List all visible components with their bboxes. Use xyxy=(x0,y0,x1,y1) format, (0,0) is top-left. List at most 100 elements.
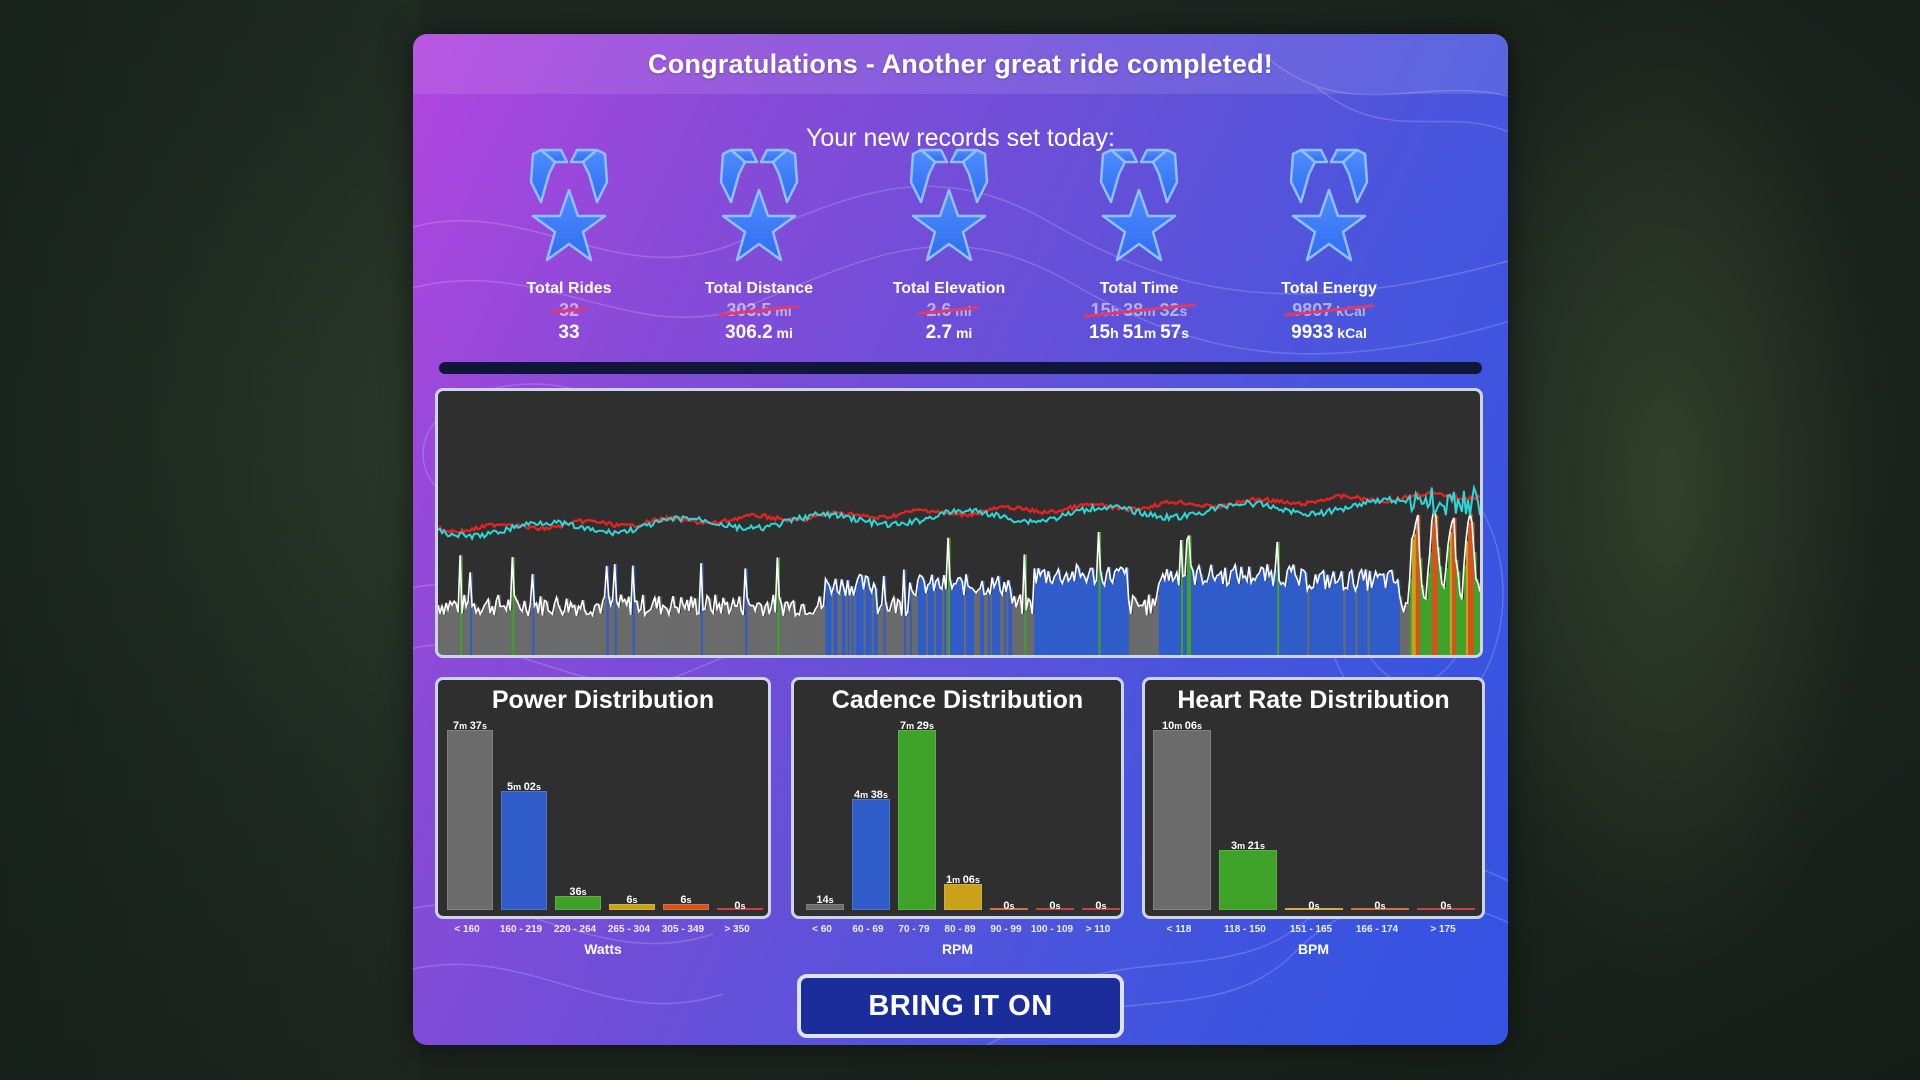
cadence-tick-label: 70 - 79 xyxy=(898,924,930,935)
cadence-bar-value: 4m 38s xyxy=(854,789,888,801)
cadence-distribution-title: Cadence Distribution xyxy=(831,686,1084,714)
background-scene-left xyxy=(0,0,420,1080)
record-label: Total Distance xyxy=(704,280,814,297)
heart_rate-bar-value: 0s xyxy=(1308,900,1320,912)
power-tick-label: 305 - 349 xyxy=(661,924,705,935)
power-bar-value: 36s xyxy=(569,886,587,898)
record-new-value: 33 xyxy=(558,322,580,343)
heart_rate-bar xyxy=(1351,908,1409,910)
power-distribution-title: Power Distribution xyxy=(491,686,715,714)
cadence-distribution-panel: Cadence Distribution 14s 4m 38s 7m 29s 1m 0… xyxy=(791,677,1124,957)
cadence-bar xyxy=(806,904,844,910)
record-old-value: 32 xyxy=(550,299,588,322)
power-tick-label: 160 - 219 xyxy=(499,924,543,935)
section-divider xyxy=(439,362,1482,374)
record-total-rides: Total Rides 32 33 xyxy=(479,146,659,344)
record-label: Total Rides xyxy=(526,280,612,297)
heart_rate-bar xyxy=(1219,850,1277,910)
heart_rate-bar-value: 0s xyxy=(1440,900,1452,912)
record-old-value: 2.6 mi xyxy=(918,299,980,322)
record-total-time: Total Time 15h 38m 32s 15h 51m 57s xyxy=(1049,146,1229,344)
cadence-bar xyxy=(1082,908,1120,910)
cadence-bar xyxy=(990,908,1028,910)
cadence-distribution-chart: Cadence Distribution 14s 4m 38s 7m 29s 1m 0… xyxy=(791,677,1124,919)
record-label: Total Energy xyxy=(1281,280,1377,297)
power-line xyxy=(438,507,1480,618)
cadence-bar-value: 14s xyxy=(816,894,834,906)
star-medal-icon xyxy=(1289,148,1369,262)
cadence-bar xyxy=(898,730,936,910)
modal-title: Congratulations - Another great ride com… xyxy=(648,48,1273,79)
power-bar-value: 6s xyxy=(626,894,638,906)
background-scene-right xyxy=(1500,0,1920,1080)
record-old-value: 15h 38m 32s xyxy=(1082,299,1196,322)
power-bar xyxy=(555,896,601,910)
record-new-value: 9933 kCal xyxy=(1291,322,1367,343)
star-medal-icon xyxy=(529,148,609,262)
cadence-bar-value: 0s xyxy=(1095,900,1107,912)
heart_rate-tick-label: < 118 xyxy=(1166,924,1192,935)
power-tick-label: 220 - 264 xyxy=(553,924,597,935)
records-row: Total Rides 32 33 Total Distance 303.5 m… xyxy=(479,146,1429,396)
cadence-axis-label: RPM xyxy=(941,941,974,957)
heart_rate-tick-label: 118 - 150 xyxy=(1224,924,1266,935)
heart-rate-line xyxy=(438,490,1480,535)
heart_rate-bar-value: 3m 21s xyxy=(1231,840,1265,852)
heart-rate-distribution-title: Heart Rate Distribution xyxy=(1177,686,1450,714)
heart_rate-bar xyxy=(1417,908,1475,910)
heart_rate-bar xyxy=(1285,908,1343,910)
record-old-value: 303.5 mi xyxy=(718,299,800,322)
heart_rate-tick-label: > 175 xyxy=(1430,924,1456,935)
bring-it-on-button[interactable]: BRING IT ON xyxy=(797,974,1124,1038)
cadence-bar-value: 7m 29s xyxy=(900,720,934,732)
power-bar-value: 0s xyxy=(734,900,746,912)
power-bar-value: 6s xyxy=(680,894,692,906)
power-bar xyxy=(501,791,547,910)
power-distribution-chart: Power Distribution 7m 37s 5m 02s 36s 6s 6s 0s xyxy=(435,677,771,919)
record-total-distance: Total Distance 303.5 mi 306.2 mi xyxy=(669,146,849,344)
cadence-tick-label: > 110 xyxy=(1085,924,1111,935)
ride-chart-canvas xyxy=(438,483,1480,655)
heart-rate-axis-label: BPM xyxy=(1297,941,1330,957)
star-medal-icon xyxy=(1099,148,1179,262)
record-old-value: 9807 kCal xyxy=(1284,299,1374,322)
cadence-tick-label: 90 - 99 xyxy=(990,924,1022,935)
power-tick-label: 265 - 304 xyxy=(607,924,651,935)
cadence-bar xyxy=(852,799,890,910)
heart_rate-tick-label: 151 - 165 xyxy=(1289,924,1333,935)
cadence-tick-label: 100 - 109 xyxy=(1030,924,1074,935)
power-bar xyxy=(447,730,493,910)
cadence-bar xyxy=(944,884,982,910)
cadence-bar xyxy=(1036,908,1074,910)
heart_rate-tick-label: 166 - 174 xyxy=(1355,924,1399,935)
record-label: Total Elevation xyxy=(892,280,1006,297)
heart_rate-bar xyxy=(1153,730,1211,910)
power-bar-value: 7m 37s xyxy=(453,720,487,732)
cadence-tick-label: 60 - 69 xyxy=(852,924,884,935)
power-tick-label: < 160 xyxy=(454,924,480,935)
power-distribution-panel: Power Distribution 7m 37s 5m 02s 36s 6s 6s 0s… xyxy=(435,677,771,957)
cadence-tick-label: 80 - 89 xyxy=(944,924,976,935)
ride-chart xyxy=(435,388,1483,658)
heart_rate-bar-value: 0s xyxy=(1374,900,1386,912)
star-medal-icon xyxy=(909,148,989,262)
cadence-bar-value: 1m 06s xyxy=(946,874,980,886)
record-total-elevation: Total Elevation 2.6 mi 2.7 mi xyxy=(859,146,1039,344)
cadence-bar-value: 0s xyxy=(1003,900,1015,912)
cadence-bar-value: 0s xyxy=(1049,900,1061,912)
record-new-value: 15h 51m 57s xyxy=(1088,322,1189,343)
record-total-energy: Total Energy 9807 kCal 9933 kCal xyxy=(1239,146,1419,344)
power-axis-label: Watts xyxy=(584,941,622,957)
heart-rate-distribution-panel: Heart Rate Distribution 10m 06s 3m 21s 0s 0… xyxy=(1142,677,1485,957)
records-subtitle: Your new records set today: xyxy=(806,124,1115,152)
heart-rate-distribution-chart: Heart Rate Distribution 10m 06s 3m 21s 0s 0… xyxy=(1142,677,1485,919)
record-new-value: 2.7 mi xyxy=(925,322,973,343)
star-medal-icon xyxy=(719,148,799,262)
power-tick-label: > 350 xyxy=(724,924,750,935)
heart_rate-bar-value: 10m 06s xyxy=(1161,720,1203,732)
ride-summary-modal: Congratulations - Another great ride com… xyxy=(413,34,1508,1045)
power-bar xyxy=(663,904,709,910)
cadence-line xyxy=(438,483,1480,542)
record-new-value: 306.2 mi xyxy=(725,322,793,343)
power-bar-value: 5m 02s xyxy=(507,781,541,793)
